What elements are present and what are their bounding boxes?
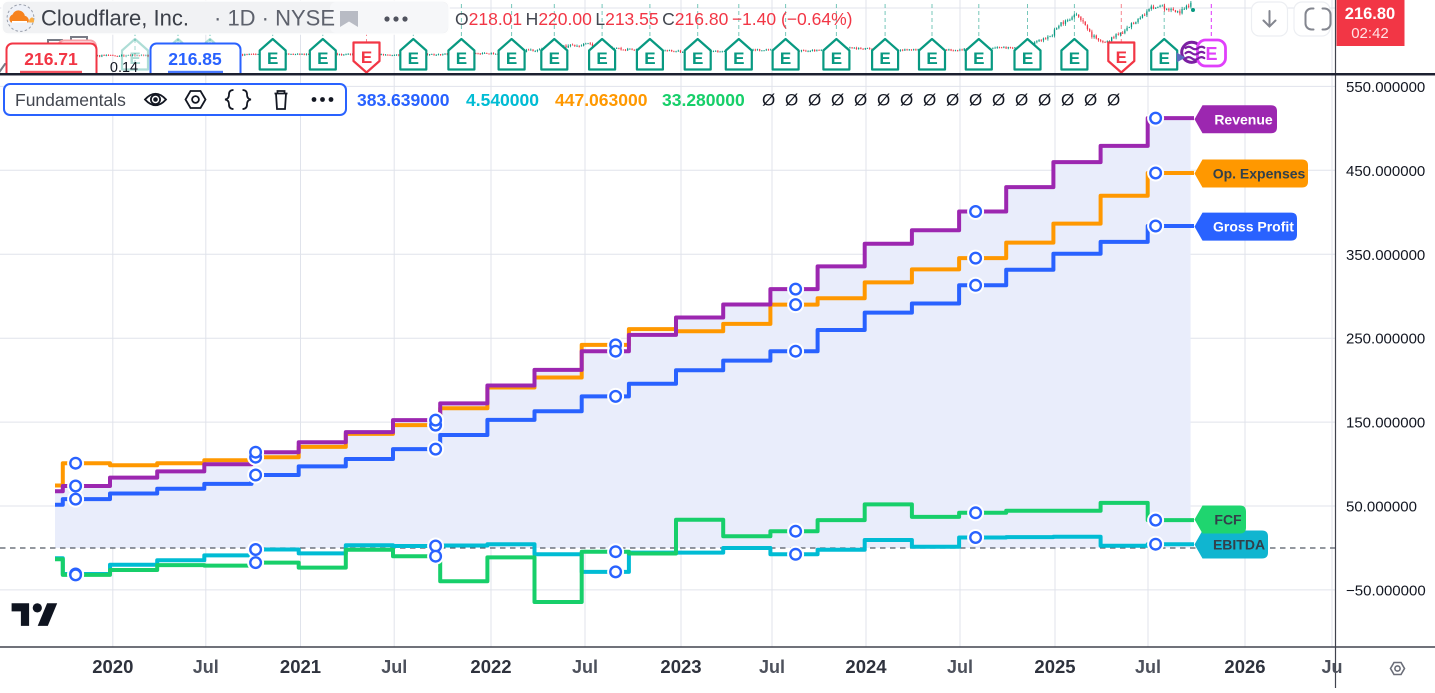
- svg-text:50.000000: 50.000000: [1346, 499, 1417, 516]
- svg-text:· 1D · NYSE: · 1D · NYSE: [214, 6, 335, 31]
- svg-text:2026: 2026: [1224, 656, 1265, 677]
- svg-text:E: E: [506, 49, 517, 68]
- svg-text:FCF: FCF: [1214, 512, 1242, 528]
- svg-text:Gross Profit: Gross Profit: [1213, 219, 1294, 235]
- svg-text:2025: 2025: [1034, 656, 1075, 677]
- svg-text:2024: 2024: [845, 656, 887, 677]
- svg-text:Ø: Ø: [831, 91, 844, 110]
- svg-text:E: E: [831, 49, 842, 68]
- svg-text:Ø: Ø: [1038, 91, 1051, 110]
- svg-text:550.000000: 550.000000: [1346, 79, 1425, 96]
- svg-text:Ø: Ø: [762, 91, 775, 110]
- svg-text:Ø: Ø: [854, 91, 867, 110]
- svg-text:E: E: [780, 49, 791, 68]
- svg-text:150.000000: 150.000000: [1346, 415, 1425, 432]
- svg-text:Ju: Ju: [1321, 657, 1342, 677]
- svg-text:Ø: Ø: [1107, 91, 1120, 110]
- svg-text:E: E: [1069, 49, 1080, 68]
- svg-text:350.000000: 350.000000: [1346, 247, 1425, 264]
- svg-text:Ø: Ø: [808, 91, 821, 110]
- svg-text:E: E: [879, 49, 890, 68]
- svg-text:Ø: Ø: [900, 91, 913, 110]
- svg-text:Jul: Jul: [572, 657, 598, 677]
- svg-text:Ø: Ø: [1015, 91, 1028, 110]
- svg-text:Jul: Jul: [193, 657, 219, 677]
- svg-text:Ø: Ø: [969, 91, 982, 110]
- svg-text:E: E: [267, 49, 278, 68]
- svg-text:E: E: [129, 49, 140, 68]
- svg-text:Ø: Ø: [877, 91, 890, 110]
- svg-text:E: E: [1159, 49, 1170, 68]
- svg-text:Fundamentals: Fundamentals: [15, 90, 126, 110]
- svg-text:Ø: Ø: [992, 91, 1005, 110]
- svg-text:33.280000: 33.280000: [662, 90, 745, 110]
- svg-text:E: E: [733, 49, 744, 68]
- svg-text:EBITDA: EBITDA: [1213, 537, 1265, 553]
- svg-text:E: E: [317, 49, 328, 68]
- svg-text:E: E: [692, 49, 703, 68]
- svg-text:0.14: 0.14: [110, 60, 138, 76]
- svg-text:E: E: [408, 49, 419, 68]
- svg-text:2021: 2021: [280, 656, 321, 677]
- svg-text:4.540000: 4.540000: [466, 90, 539, 110]
- svg-text:Ø: Ø: [923, 91, 936, 110]
- svg-text:E: E: [361, 48, 372, 67]
- svg-text:E: E: [456, 49, 467, 68]
- svg-text:Revenue: Revenue: [1214, 111, 1273, 127]
- svg-text:2023: 2023: [660, 656, 701, 677]
- svg-text:E: E: [926, 49, 937, 68]
- svg-text:E: E: [973, 49, 984, 68]
- svg-text:Op. Expenses: Op. Expenses: [1213, 166, 1306, 182]
- svg-text:Jul: Jul: [947, 657, 973, 677]
- svg-text:02:42: 02:42: [1351, 25, 1389, 42]
- svg-text:250.000000: 250.000000: [1346, 331, 1425, 348]
- svg-text:Ø: Ø: [1061, 91, 1074, 110]
- svg-text:E: E: [1205, 44, 1217, 64]
- svg-text:O218.01 H220.00 L213.55 C216.8: O218.01 H220.00 L213.55 C216.80 −1.40 (−…: [455, 9, 852, 29]
- svg-text:E: E: [1116, 48, 1127, 67]
- svg-text:Jul: Jul: [381, 657, 407, 677]
- svg-text:450.000000: 450.000000: [1346, 163, 1425, 180]
- svg-text:2022: 2022: [470, 656, 511, 677]
- svg-text:Jul: Jul: [1135, 657, 1161, 677]
- svg-text:Jul: Jul: [759, 657, 785, 677]
- svg-text:E: E: [549, 49, 560, 68]
- svg-text:216.80: 216.80: [1345, 5, 1395, 23]
- svg-text:E: E: [1022, 49, 1033, 68]
- svg-text:2020: 2020: [92, 656, 133, 677]
- svg-text:Ø: Ø: [785, 91, 798, 110]
- svg-text:Ø: Ø: [946, 91, 959, 110]
- svg-text:383.639000: 383.639000: [357, 90, 450, 110]
- svg-text:447.063000: 447.063000: [555, 90, 648, 110]
- svg-text:−50.000000: −50.000000: [1346, 582, 1426, 599]
- svg-text:E: E: [644, 49, 655, 68]
- svg-text:Ø: Ø: [1084, 91, 1097, 110]
- svg-text:E: E: [596, 49, 607, 68]
- svg-text:216.85: 216.85: [168, 49, 222, 69]
- svg-text:Cloudflare, Inc.: Cloudflare, Inc.: [41, 6, 189, 31]
- svg-text:216.71: 216.71: [24, 49, 78, 69]
